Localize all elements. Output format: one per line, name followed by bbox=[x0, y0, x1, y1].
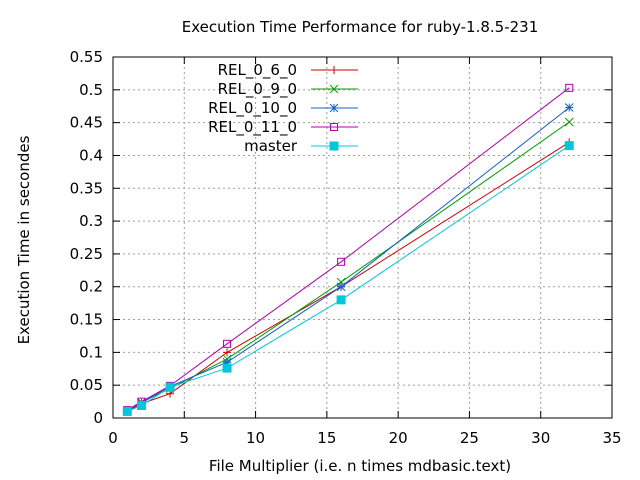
x-tick-label: 15 bbox=[317, 429, 336, 447]
data-point bbox=[222, 363, 232, 373]
x-tick-label: 0 bbox=[108, 429, 118, 447]
data-point bbox=[564, 103, 574, 112]
legend-label: REL_0_6_0 bbox=[218, 61, 297, 80]
x-tick-label: 30 bbox=[531, 429, 550, 447]
data-point bbox=[337, 257, 346, 266]
data-point bbox=[336, 295, 346, 305]
series-rel-0-11-0 bbox=[123, 83, 574, 415]
y-tick-label: 0.35 bbox=[70, 179, 103, 197]
series-master bbox=[122, 141, 574, 416]
y-tick-label: 0.5 bbox=[79, 81, 103, 99]
data-point bbox=[223, 348, 232, 357]
legend-entry: REL_0_10_0 bbox=[208, 99, 358, 118]
series-line bbox=[127, 121, 570, 412]
x-tick-label: 25 bbox=[460, 429, 479, 447]
y-tick-label: 0.1 bbox=[79, 343, 103, 361]
legend-label: REL_0_11_0 bbox=[208, 118, 297, 137]
legend-entry: REL_0_11_0 bbox=[208, 118, 358, 137]
y-tick-label: 0.3 bbox=[79, 212, 103, 230]
series-line bbox=[127, 87, 570, 411]
data-point bbox=[329, 103, 339, 113]
x-tick-label: 10 bbox=[246, 429, 265, 447]
y-tick-label: 0.4 bbox=[79, 146, 103, 164]
y-tick-label: 0.55 bbox=[70, 48, 103, 66]
data-point bbox=[330, 123, 338, 131]
x-tick-label: 5 bbox=[180, 429, 190, 447]
data-point bbox=[565, 83, 574, 92]
y-tick-label: 0.05 bbox=[70, 376, 103, 394]
legend-label: REL_0_9_0 bbox=[218, 80, 297, 99]
data-point bbox=[336, 282, 346, 292]
legend-label: master bbox=[244, 137, 298, 155]
legend-entry: REL_0_9_0 bbox=[218, 80, 358, 99]
data-point bbox=[165, 382, 175, 392]
legend: REL_0_6_0REL_0_9_0REL_0_10_0REL_0_11_0ma… bbox=[208, 61, 358, 155]
axis-ticks: 0 0.05 0.1 0.15 0.2 0.25 0.3 0.35 0.4 0.45 0.5 0.55… bbox=[70, 48, 622, 447]
series-line bbox=[127, 145, 570, 412]
y-tick-label: 0.25 bbox=[70, 245, 103, 263]
y-axis-label: Execution Time in secondes bbox=[15, 135, 33, 344]
series-rel-0-10-0 bbox=[122, 103, 574, 416]
y-tick-label: 0 bbox=[93, 409, 103, 427]
data-point bbox=[564, 117, 574, 127]
series-group bbox=[122, 83, 574, 416]
legend-entry: master bbox=[244, 137, 358, 155]
y-tick-label: 0.45 bbox=[70, 114, 103, 132]
grid-lines bbox=[113, 57, 612, 418]
plot-frame bbox=[112, 56, 613, 419]
x-tick-label: 35 bbox=[602, 429, 621, 447]
data-point bbox=[122, 406, 132, 416]
legend-entry: REL_0_6_0 bbox=[218, 61, 358, 80]
data-point bbox=[564, 141, 574, 151]
y-tick-label: 0.2 bbox=[79, 278, 103, 296]
x-axis-label: File Multiplier (i.e. n times mdbasic.te… bbox=[209, 457, 511, 475]
series-line bbox=[127, 107, 570, 412]
data-point bbox=[329, 84, 339, 94]
legend-label: REL_0_10_0 bbox=[208, 99, 297, 118]
data-point bbox=[223, 339, 232, 348]
data-point bbox=[329, 141, 339, 151]
x-tick-label: 20 bbox=[389, 429, 408, 447]
data-point bbox=[137, 401, 147, 411]
chart-title: Execution Time Performance for ruby-1.8.… bbox=[182, 18, 539, 36]
y-tick-label: 0.15 bbox=[70, 311, 103, 329]
data-point bbox=[330, 66, 338, 74]
